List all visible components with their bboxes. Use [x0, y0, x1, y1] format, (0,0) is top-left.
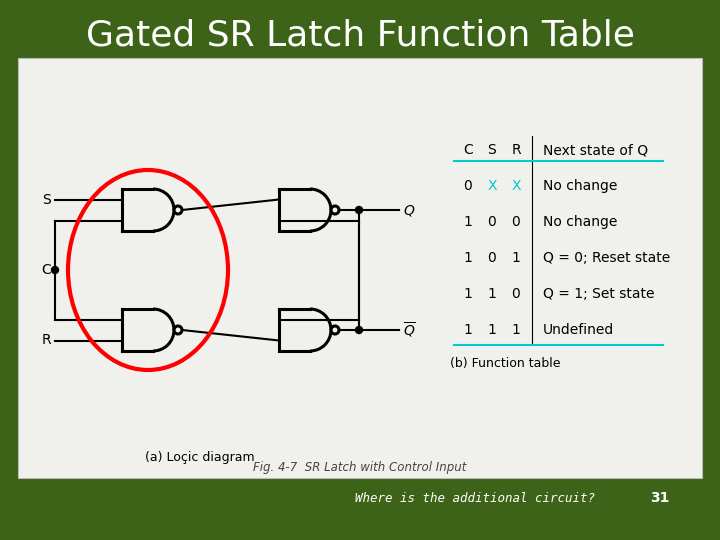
Text: 0: 0	[487, 215, 496, 229]
Text: No change: No change	[543, 179, 617, 193]
Circle shape	[356, 327, 362, 334]
Text: 1: 1	[512, 323, 521, 337]
Text: Q = 1; Set state: Q = 1; Set state	[543, 287, 654, 301]
Text: Gated SR Latch Function Table: Gated SR Latch Function Table	[86, 18, 634, 52]
Text: S: S	[42, 192, 51, 206]
Text: No change: No change	[543, 215, 617, 229]
Text: 1: 1	[464, 251, 472, 265]
Text: C: C	[41, 263, 51, 277]
Text: 1: 1	[464, 287, 472, 301]
Circle shape	[52, 267, 58, 273]
Circle shape	[331, 326, 339, 334]
Text: 31: 31	[650, 491, 670, 505]
Text: X: X	[487, 179, 497, 193]
Text: 1: 1	[487, 287, 496, 301]
Circle shape	[174, 326, 182, 334]
Text: Q: Q	[403, 203, 414, 217]
Text: C: C	[463, 143, 473, 157]
Text: 0: 0	[512, 215, 521, 229]
Circle shape	[356, 206, 362, 213]
Text: Where is the additional circuit?: Where is the additional circuit?	[355, 491, 595, 504]
Text: 1: 1	[464, 215, 472, 229]
Text: R: R	[41, 334, 51, 348]
Text: (a) Loçic diagram: (a) Loçic diagram	[145, 450, 255, 463]
Text: X: X	[511, 179, 521, 193]
Text: 1: 1	[464, 323, 472, 337]
Text: 0: 0	[464, 179, 472, 193]
Text: $\overline{Q}$: $\overline{Q}$	[403, 320, 416, 340]
Text: 0: 0	[487, 251, 496, 265]
Text: (b) Function table: (b) Function table	[450, 356, 560, 369]
Text: Next state of Q: Next state of Q	[543, 143, 648, 157]
Text: Q = 0; Reset state: Q = 0; Reset state	[543, 251, 670, 265]
Text: 0: 0	[512, 287, 521, 301]
Text: S: S	[487, 143, 496, 157]
Text: Fig. 4-7  SR Latch with Control Input: Fig. 4-7 SR Latch with Control Input	[253, 462, 467, 475]
FancyBboxPatch shape	[18, 58, 702, 478]
Circle shape	[331, 206, 339, 214]
Text: Undefined: Undefined	[543, 323, 614, 337]
Text: 1: 1	[487, 323, 496, 337]
Text: 1: 1	[512, 251, 521, 265]
Circle shape	[174, 206, 182, 214]
Text: R: R	[511, 143, 521, 157]
